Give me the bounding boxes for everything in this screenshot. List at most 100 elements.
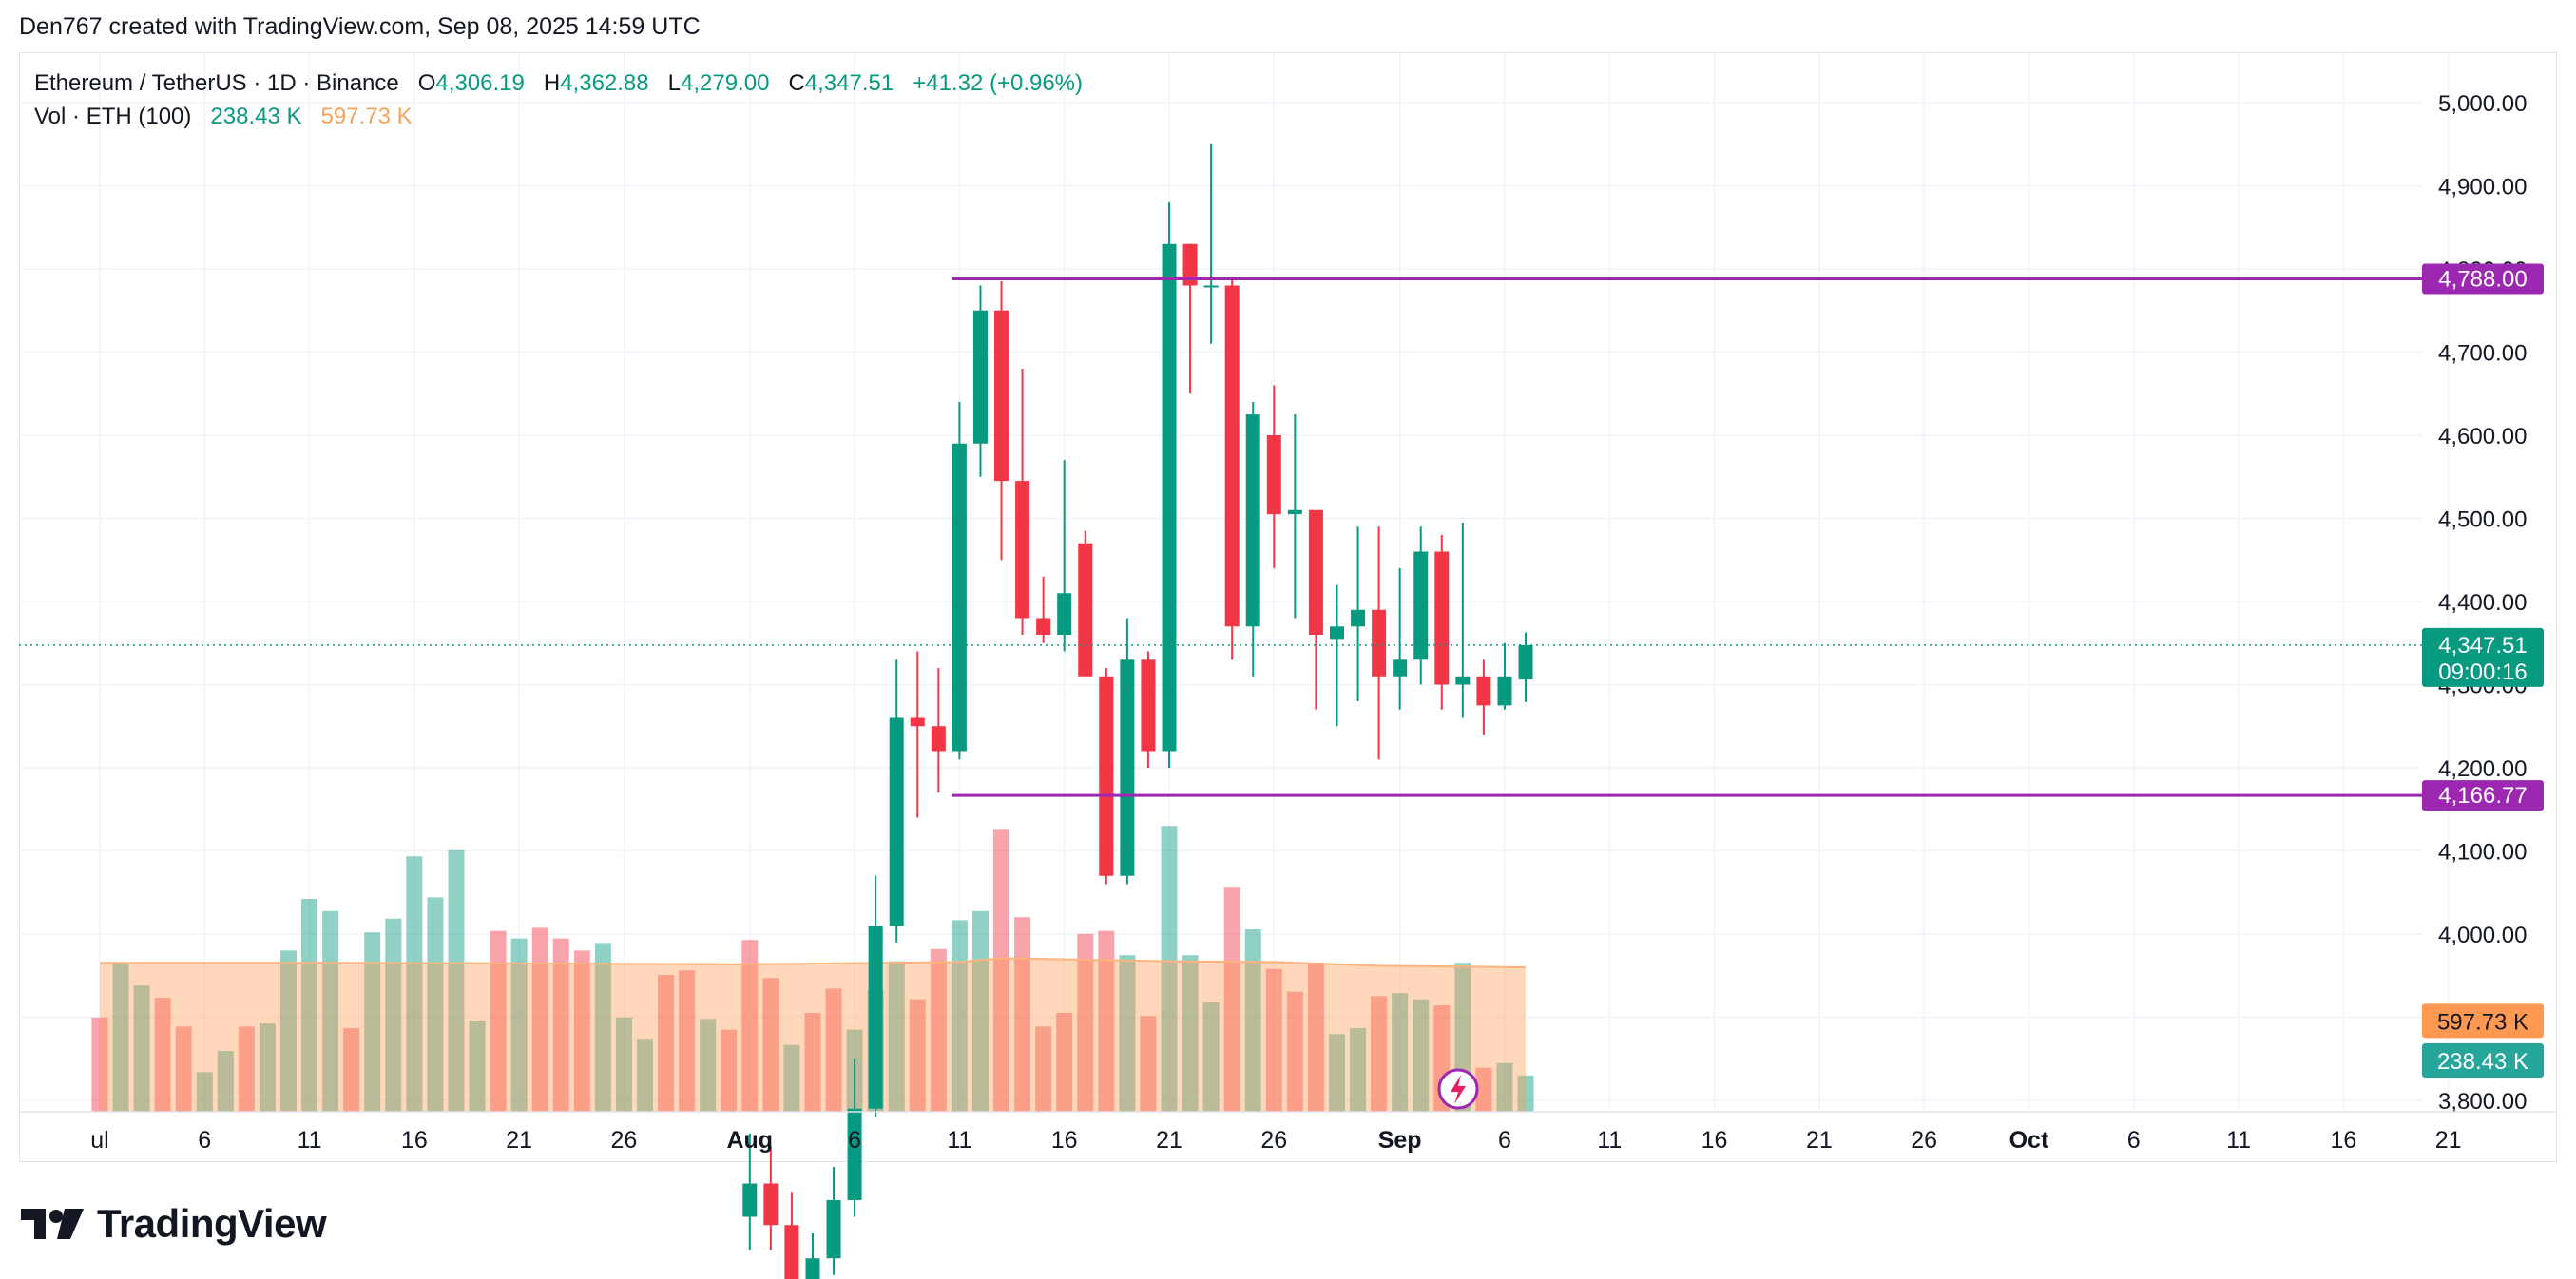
x-tick-label: 26 [1911, 1127, 1937, 1154]
x-tick-label: Sep [1378, 1127, 1422, 1154]
volume-bar [112, 963, 129, 1112]
candle-body [994, 310, 1009, 482]
candle-body [1393, 659, 1408, 677]
x-tick-label: ul [90, 1127, 108, 1154]
candle [1393, 568, 1408, 710]
volume-bar [1517, 1075, 1534, 1112]
candle-body [1308, 509, 1323, 635]
candle-body [1476, 676, 1491, 706]
candle-body [931, 726, 946, 752]
volume-bar [1182, 955, 1199, 1112]
tradingview-wordmark: TradingView [97, 1201, 327, 1246]
legend-change: +41.32 (+0.96%) [913, 70, 1084, 96]
volume-bar [909, 999, 926, 1112]
x-tick-label: 6 [848, 1127, 861, 1154]
volume-bar [573, 950, 590, 1112]
volume-bar [1223, 887, 1240, 1112]
volume-bar [259, 1023, 276, 1112]
candle [1036, 576, 1051, 643]
volume-bar [343, 1028, 360, 1112]
volume-bar [385, 918, 402, 1112]
lightning-icon-bolt [1451, 1075, 1466, 1104]
legend-close-value: 4,347.51 [804, 70, 894, 96]
volume-bar [658, 975, 675, 1112]
candle [1141, 651, 1156, 768]
volume-bar [615, 1017, 632, 1112]
candle-body [1036, 618, 1051, 635]
candle [1245, 402, 1260, 677]
candle [910, 651, 925, 818]
candle-body [1434, 551, 1450, 685]
volume-bar [993, 829, 1010, 1112]
candle-body [847, 1108, 862, 1200]
x-tick-label: 16 [401, 1127, 428, 1154]
y-tick-label: 5,000.00 [2438, 91, 2527, 117]
candle [1162, 202, 1177, 768]
candle-body [1099, 676, 1114, 876]
candle-body [1245, 414, 1260, 627]
legend-high-value: 4,362.88 [560, 70, 649, 96]
volume-series [91, 826, 1534, 1112]
candle-body [826, 1200, 841, 1259]
x-tick-label: Aug [726, 1127, 773, 1154]
candle [994, 281, 1009, 561]
candle-body [1203, 285, 1219, 288]
volume-bar [301, 899, 318, 1112]
candle-body [1497, 676, 1512, 706]
tradingview-logo[interactable]: TradingView [21, 1199, 327, 1249]
candle [1476, 659, 1491, 735]
candle-body [1162, 243, 1177, 752]
legend-open-value: 4,306.19 [435, 70, 525, 96]
y-tick-label: 3,800.00 [2438, 1089, 2527, 1115]
volume-badge-label: 238.43 K [2437, 1049, 2528, 1075]
volume-bar [783, 1044, 800, 1112]
candle-body [1351, 609, 1366, 627]
volume-bar [888, 961, 905, 1112]
candle-body [1266, 435, 1281, 515]
y-tick-label: 4,000.00 [2438, 923, 2527, 948]
volume-bar [531, 927, 548, 1112]
legend-volume-label[interactable]: Vol · ETH (100) [34, 104, 192, 129]
volume-bar [1244, 929, 1261, 1112]
candle [1329, 584, 1344, 727]
legend-ohlc-row: Ethereum / TetherUS · 1D · Binance O4,30… [34, 67, 1083, 100]
y-tick-label: 4,900.00 [2438, 175, 2527, 200]
chart-frame [19, 52, 2557, 1162]
volume-bar [406, 856, 423, 1112]
volume-bar [721, 1029, 738, 1112]
y-tick-label: 4,100.00 [2438, 840, 2527, 866]
volume-bar [279, 950, 297, 1112]
candle-body [1057, 593, 1072, 635]
volume-bar [762, 978, 779, 1112]
legend-symbol[interactable]: Ethereum / TetherUS · 1D · Binance [34, 70, 399, 96]
x-tick-label: 21 [1806, 1127, 1833, 1154]
legend-close-label: C [788, 70, 805, 96]
x-tick-label: 16 [1701, 1127, 1728, 1154]
volume-bar [1328, 1034, 1345, 1112]
x-tick-label: 21 [2435, 1127, 2462, 1154]
candle-body [1287, 509, 1302, 515]
candle-body [1015, 481, 1030, 619]
x-tick-label: 6 [2127, 1127, 2141, 1154]
volume-bar [1014, 917, 1031, 1112]
volume-bar [741, 940, 759, 1112]
volume-bar [1392, 993, 1409, 1112]
candle-body [1120, 659, 1135, 876]
candle [1518, 632, 1533, 702]
candle-body [1141, 659, 1156, 752]
volume-bar [133, 985, 150, 1112]
volume-bar [1350, 1028, 1367, 1112]
volume-bar [951, 920, 968, 1112]
lightning-icon [1437, 1068, 1479, 1110]
candle [1120, 618, 1135, 885]
candle [1308, 509, 1323, 710]
volume-bar [1496, 1062, 1513, 1112]
candle-series [742, 143, 1533, 1279]
candle [1266, 385, 1281, 568]
x-tick-label: 6 [1498, 1127, 1511, 1154]
volume-bar [322, 910, 339, 1112]
volume-bar [825, 988, 842, 1112]
candle [889, 659, 904, 943]
volume-bar [448, 849, 465, 1112]
